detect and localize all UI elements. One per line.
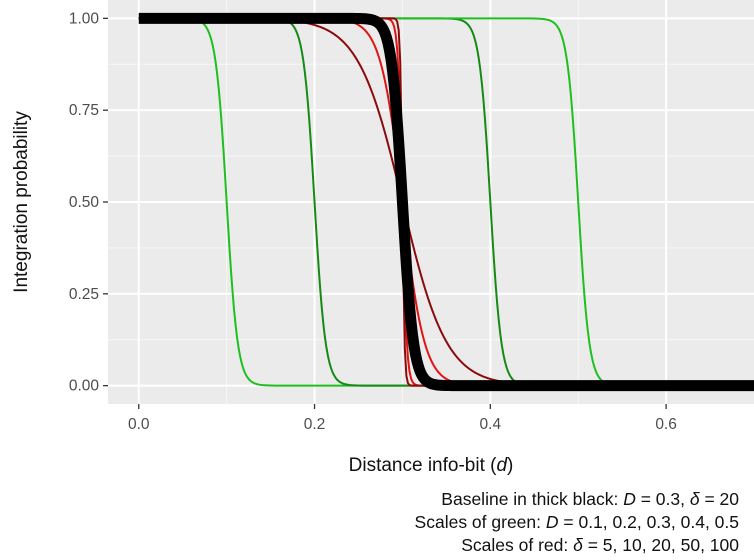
x-tick-label: 0.2 — [304, 416, 326, 433]
y-tick-label: 0.25 — [69, 286, 99, 303]
caption-line-2: Scales of green: D = 0.1, 0.2, 0.3, 0.4,… — [415, 512, 739, 532]
y-tick-label: 1.00 — [69, 10, 100, 27]
y-tick-label: 0.50 — [69, 194, 100, 211]
x-tick-label: 0.0 — [128, 416, 150, 433]
curve-series-8 — [134, 12, 754, 392]
y-axis: 0.00 0.25 0.50 0.75 1.00 — [69, 10, 108, 395]
y-axis-label: Integration probability — [11, 111, 32, 293]
x-axis: 0.0 0.2 0.4 0.6 — [128, 404, 677, 433]
x-axis-label: Distance info-bit (d) — [349, 455, 514, 476]
y-tick-label: 0.75 — [69, 102, 99, 119]
x-tick-label: 0.6 — [655, 416, 677, 433]
caption-line-1: Baseline in thick black: D = 0.3, δ = 20 — [441, 489, 739, 509]
y-tick-label: 0.00 — [69, 378, 100, 395]
x-tick-label: 0.4 — [480, 416, 502, 433]
caption-line-3: Scales of red: δ = 5, 10, 20, 50, 100 — [461, 535, 739, 555]
curves — [134, 12, 754, 392]
